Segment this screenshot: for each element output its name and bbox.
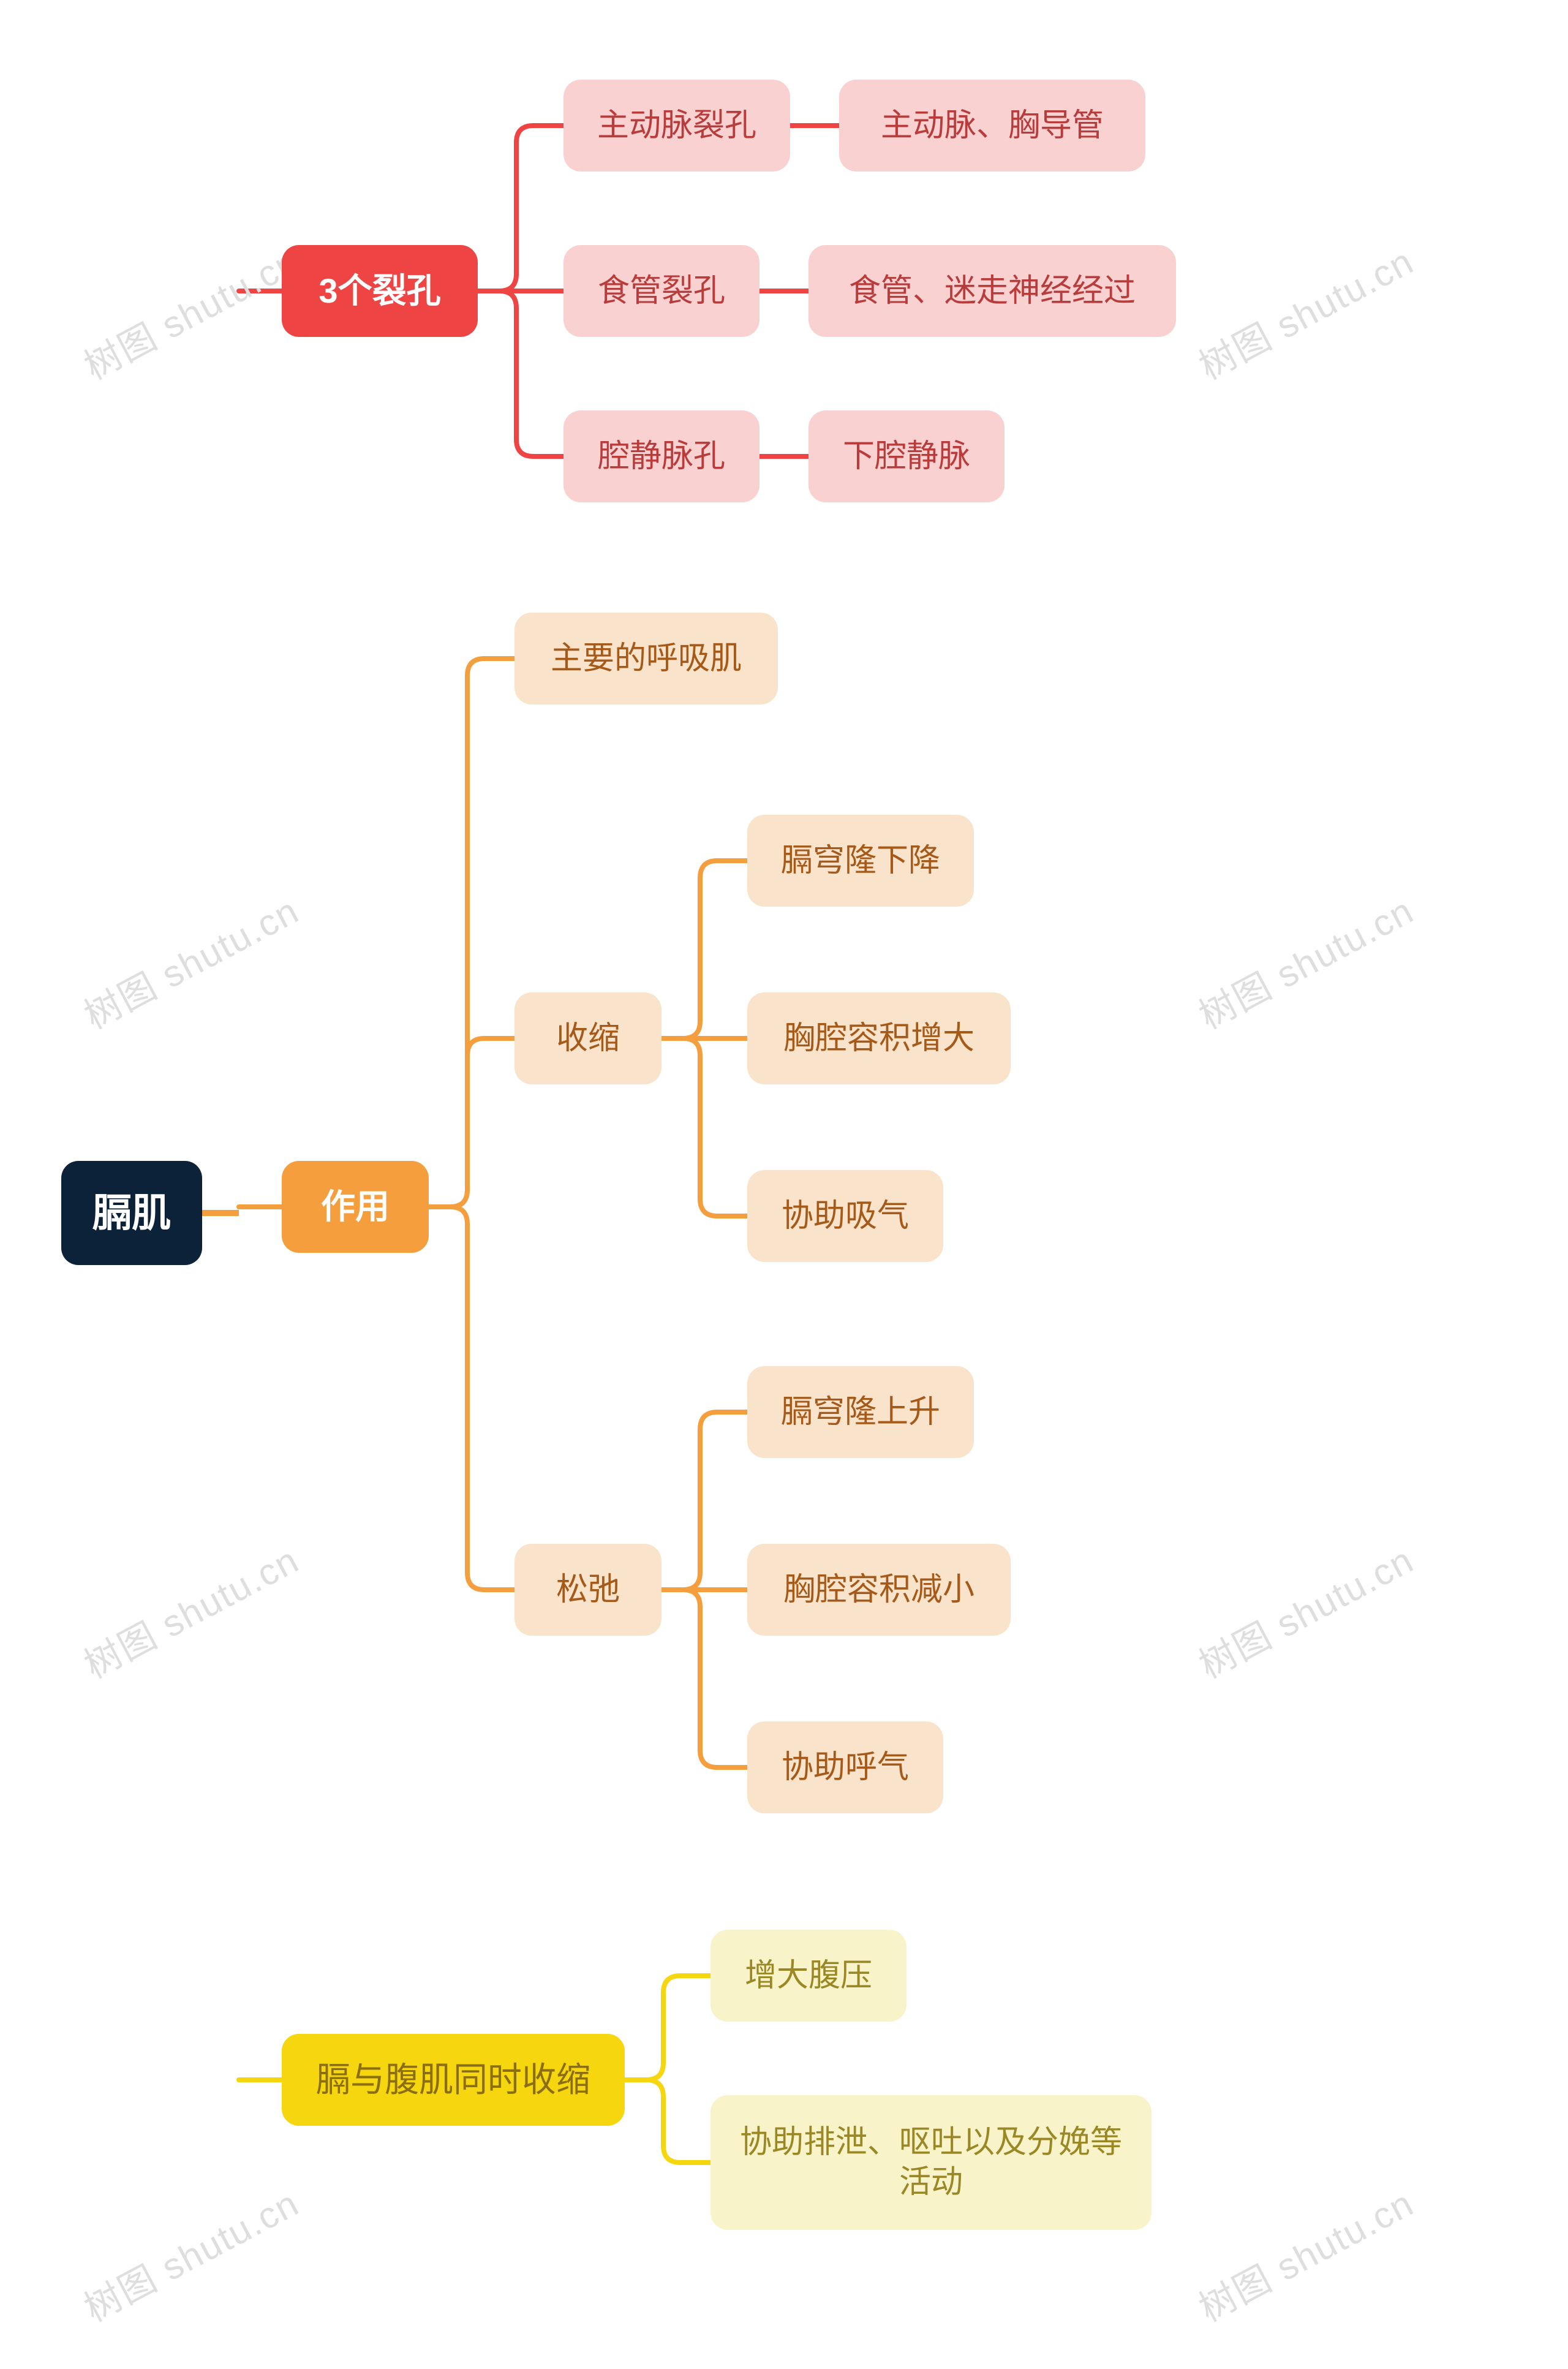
node-b2c3[interactable]: 协助呼气 bbox=[747, 1721, 943, 1813]
node-b1a1[interactable]: 主动脉、胸导管 bbox=[839, 80, 1145, 172]
node-b3b[interactable]: 协助排泄、呕吐以及分娩等活动 bbox=[710, 2095, 1152, 2230]
connector bbox=[429, 1038, 514, 1207]
node-b2a[interactable]: 主要的呼吸肌 bbox=[514, 613, 778, 705]
watermark: 树图 shutu.cn bbox=[74, 1531, 307, 1689]
node-b2c1[interactable]: 膈穹隆上升 bbox=[747, 1366, 974, 1458]
connector bbox=[662, 1412, 747, 1590]
connector bbox=[662, 1590, 747, 1767]
node-b2[interactable]: 作用 bbox=[282, 1161, 429, 1253]
connector bbox=[662, 1038, 747, 1216]
watermark: 树图 shutu.cn bbox=[1188, 1531, 1422, 1689]
connector bbox=[429, 1207, 514, 1590]
node-b1c[interactable]: 腔静脉孔 bbox=[564, 410, 760, 502]
node-b2b2[interactable]: 胸腔容积增大 bbox=[747, 992, 1011, 1084]
node-b1c1[interactable]: 下腔静脉 bbox=[809, 410, 1005, 502]
node-b2b3[interactable]: 协助吸气 bbox=[747, 1170, 943, 1262]
node-b2b1[interactable]: 膈穹隆下降 bbox=[747, 815, 974, 907]
mindmap-canvas: 树图 shutu.cn 树图 shutu.cn 树图 shutu.cn 树图 shut… bbox=[0, 0, 1568, 2369]
connector bbox=[662, 861, 747, 1038]
watermark: 树图 shutu.cn bbox=[74, 882, 307, 1040]
node-b1b1[interactable]: 食管、迷走神经经过 bbox=[809, 245, 1176, 337]
node-b3a[interactable]: 增大腹压 bbox=[710, 1930, 907, 2022]
node-b1a[interactable]: 主动脉裂孔 bbox=[564, 80, 790, 172]
node-b2c[interactable]: 松弛 bbox=[514, 1544, 662, 1636]
watermark: 树图 shutu.cn bbox=[74, 232, 307, 390]
node-b1[interactable]: 3个裂孔 bbox=[282, 245, 478, 337]
node-b1b[interactable]: 食管裂孔 bbox=[564, 245, 760, 337]
watermark: 树图 shutu.cn bbox=[1188, 2174, 1422, 2332]
connector bbox=[625, 2080, 710, 2163]
node-b2b[interactable]: 收缩 bbox=[514, 992, 662, 1084]
node-b2c2[interactable]: 胸腔容积减小 bbox=[747, 1544, 1011, 1636]
connector bbox=[478, 126, 564, 291]
watermark: 树图 shutu.cn bbox=[1188, 232, 1422, 390]
node-root[interactable]: 膈肌 bbox=[61, 1161, 202, 1265]
connector bbox=[429, 659, 514, 1207]
connector bbox=[478, 291, 564, 456]
node-b3[interactable]: 膈与腹肌同时收缩 bbox=[282, 2034, 625, 2126]
watermark: 树图 shutu.cn bbox=[1188, 882, 1422, 1040]
connector bbox=[625, 1976, 710, 2080]
watermark: 树图 shutu.cn bbox=[74, 2174, 307, 2332]
